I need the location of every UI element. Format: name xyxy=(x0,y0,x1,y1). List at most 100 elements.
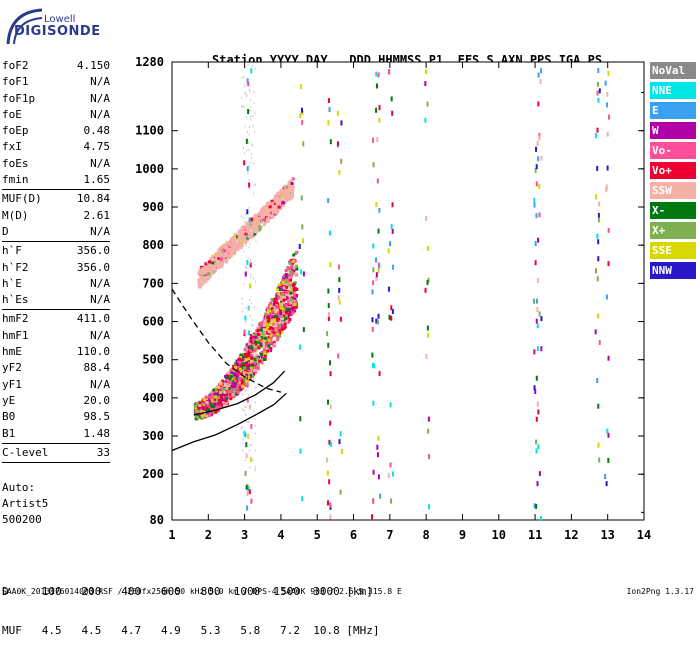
echo-pixel xyxy=(387,286,390,292)
echo-pixel xyxy=(276,302,280,306)
echo-pixel xyxy=(250,346,254,350)
echo-pixel xyxy=(202,401,206,405)
echo-pixel xyxy=(337,264,340,270)
echo-pixel xyxy=(605,481,608,487)
echo-pixel xyxy=(201,407,205,411)
echo-pixel xyxy=(273,196,277,200)
echo-pixel xyxy=(252,332,256,336)
echo-pixel xyxy=(222,387,226,391)
echo-pixel xyxy=(233,387,237,391)
echo-pixel xyxy=(240,105,242,108)
echo-pixel xyxy=(235,371,239,375)
echo-pixel xyxy=(283,194,287,198)
param-value: 1.48 xyxy=(83,426,111,440)
echo-pixel xyxy=(245,413,247,416)
echo-pixel xyxy=(243,400,245,403)
echo-pixel xyxy=(288,270,292,274)
echo-pixel xyxy=(291,261,295,265)
echo-pixel xyxy=(607,457,610,463)
echo-pixel xyxy=(246,93,248,96)
echo-pixel xyxy=(249,314,251,317)
echo-pixel xyxy=(255,67,257,70)
echo-pixel xyxy=(194,406,198,410)
echo-pixel xyxy=(261,207,265,211)
echo-pixel xyxy=(229,393,233,397)
param-row: foF1 N/A xyxy=(2,74,110,90)
echo-pixel xyxy=(245,213,247,216)
echo-pixel xyxy=(235,392,239,396)
echo-pixel xyxy=(245,222,249,226)
echo-pixel xyxy=(248,404,251,410)
x-tick-label: 1 xyxy=(168,528,175,542)
echo-pixel xyxy=(596,276,599,282)
logo-text-lowell: Lowell xyxy=(44,14,76,25)
echo-pixel xyxy=(249,373,253,377)
echo-pixel xyxy=(243,377,247,381)
echo-pixel xyxy=(280,190,284,194)
echo-pixel xyxy=(267,338,271,342)
echo-pixel xyxy=(206,277,210,281)
echo-pixel xyxy=(282,286,286,290)
echo-pixel xyxy=(247,235,251,239)
echo-pixel xyxy=(248,133,250,136)
echo-pixel xyxy=(261,211,265,215)
echo-pixel xyxy=(280,327,284,331)
echo-pixel xyxy=(251,232,253,235)
echo-pixel xyxy=(252,369,254,372)
echo-pixel xyxy=(237,370,241,374)
echo-pixel xyxy=(218,382,222,386)
echo-pixel xyxy=(391,471,394,477)
echo-pixel xyxy=(266,349,270,353)
echo-pixel xyxy=(608,114,611,120)
echo-pixel xyxy=(277,292,281,296)
echo-pixel xyxy=(284,280,288,284)
echo-pixel xyxy=(279,284,283,288)
param-value: N/A xyxy=(90,328,110,342)
param-name: h`Es xyxy=(2,293,29,307)
echo-pixel xyxy=(199,408,203,412)
echo-pixel xyxy=(271,210,275,214)
echo-pixel xyxy=(292,293,296,297)
y-tick-label: 1280 xyxy=(135,55,164,69)
logo-text-digisonde: DIGISONDE xyxy=(14,24,101,39)
echo-pixel xyxy=(371,352,374,358)
echo-pixel xyxy=(537,409,540,415)
echo-pixel xyxy=(267,212,271,216)
echo-pixel xyxy=(337,295,340,301)
echo-pixel xyxy=(253,232,257,236)
echo-pixel xyxy=(253,162,255,165)
echo-pixel xyxy=(326,457,329,463)
echo-pixel xyxy=(271,205,275,209)
echo-pixel xyxy=(250,274,252,277)
echo-pixel xyxy=(283,184,287,188)
echo-pixel xyxy=(255,465,257,468)
echo-pixel xyxy=(218,253,222,257)
echo-pixel xyxy=(247,63,249,66)
echo-pixel xyxy=(220,264,224,268)
param-row: fxI 4.75 xyxy=(2,139,110,155)
echo-pixel xyxy=(279,193,283,197)
echo-pixel xyxy=(293,296,297,300)
echo-pixel xyxy=(371,326,374,332)
echo-pixel xyxy=(285,185,289,189)
echo-pixel xyxy=(263,319,267,323)
echo-pixel xyxy=(287,274,291,278)
echo-pixel xyxy=(253,306,255,309)
echo-pixel xyxy=(258,359,262,363)
echo-pixel xyxy=(220,390,224,394)
echo-pixel xyxy=(245,266,247,269)
echo-pixel xyxy=(223,390,227,394)
echo-pixel xyxy=(254,220,256,223)
echo-pixel xyxy=(378,371,381,377)
echo-pixel xyxy=(280,315,284,319)
echo-pixel xyxy=(241,302,243,305)
echo-pixel xyxy=(252,115,254,118)
echo-pixel xyxy=(255,365,259,369)
echo-pixel xyxy=(270,310,274,314)
echo-pixel xyxy=(207,395,211,399)
echo-pixel xyxy=(244,271,247,277)
echo-pixel xyxy=(326,331,329,337)
echo-pixel xyxy=(259,342,263,346)
echo-pixel xyxy=(263,338,267,342)
echo-pixel xyxy=(248,434,250,437)
